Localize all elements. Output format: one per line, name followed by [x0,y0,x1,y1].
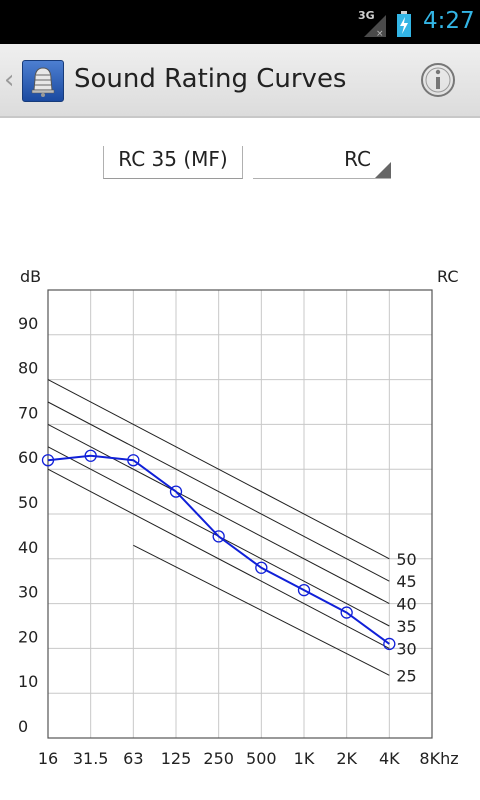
x-tick-label: 63 [123,749,143,768]
bell-icon[interactable] [22,60,64,102]
x-tick-label: 8Khz [419,749,458,768]
dropdown-arrow-icon [375,162,391,178]
x-tick-label: 16 [38,749,58,768]
up-chevron-icon[interactable]: ‹ [4,65,15,95]
y-tick-label: 80 [18,359,38,378]
data-point [127,454,140,467]
x-tick-label: 2K [336,749,357,768]
network-type-label: 3G [358,9,375,22]
rc-curve-label: 50 [396,550,416,569]
rc-curve-25 [133,544,390,676]
rc-curve-spinner-value: RC 35 (MF) [118,147,228,171]
y-tick-label: 50 [18,493,38,512]
y-tick-label: 60 [18,448,38,467]
rc-curve-40 [47,423,390,605]
y-tick-label: 70 [18,403,38,422]
y-tick-label: 30 [18,583,38,602]
data-point [84,449,97,462]
rc-axis-label: RC [437,267,459,286]
rc-curve-spinner[interactable]: RC 35 (MF) [103,146,243,179]
y-tick-label: 0 [18,717,28,736]
series-line [47,454,390,645]
y-tick-label: 40 [18,538,38,557]
data-point [41,454,55,467]
page-title: Sound Rating Curves [74,64,347,94]
data-point [169,485,183,498]
rc-curve-label: 45 [396,572,416,591]
x-tick-label: 31.5 [73,749,109,768]
x-tick-label: 500 [246,749,277,768]
data-point [297,584,311,597]
x-tick-label: 1K [294,749,315,768]
y-tick-label: 10 [18,672,38,691]
x-tick-label: 4K [379,749,400,768]
x-tick-label: 125 [161,749,192,768]
rating-type-spinner[interactable]: RC [253,146,391,179]
rc-curve-45 [47,401,390,582]
x-tick-label: 250 [203,749,234,768]
rc-curve-30 [47,468,390,649]
data-point [340,606,353,619]
status-bar: 3G × 4:27 [0,0,480,44]
rc-curve-label: 25 [396,666,416,685]
y-axis-label: dB [20,267,41,286]
svg-text:×: × [376,29,384,37]
rc-curve-50 [47,379,390,560]
data-point [212,530,225,543]
rc-curve-label: 30 [396,639,416,658]
chart-canvas: dB RC 0 10 20 30 40 50 60 70 80 90 16 31.5 63 125 250 500… [18,267,459,768]
sound-rating-chart: dB RC 0 10 20 30 40 50 60 70 80 90 16 31.5 63 125 250 500… [0,260,480,780]
plot-frame [47,289,433,739]
data-point [383,637,396,651]
data-point [255,561,268,574]
action-bar: ‹ Sound Rating Curves [0,44,480,118]
rc-curve-label: 40 [396,595,416,614]
y-tick-label: 90 [18,314,38,333]
info-icon[interactable] [420,62,456,98]
battery-charging-icon [396,11,412,37]
clock: 4:27 [423,8,475,34]
y-tick-label: 20 [18,627,38,646]
signal-3g-icon: 3G × [358,9,386,39]
rating-type-spinner-value: RC [344,147,371,171]
rc-curve-label: 35 [396,617,416,636]
